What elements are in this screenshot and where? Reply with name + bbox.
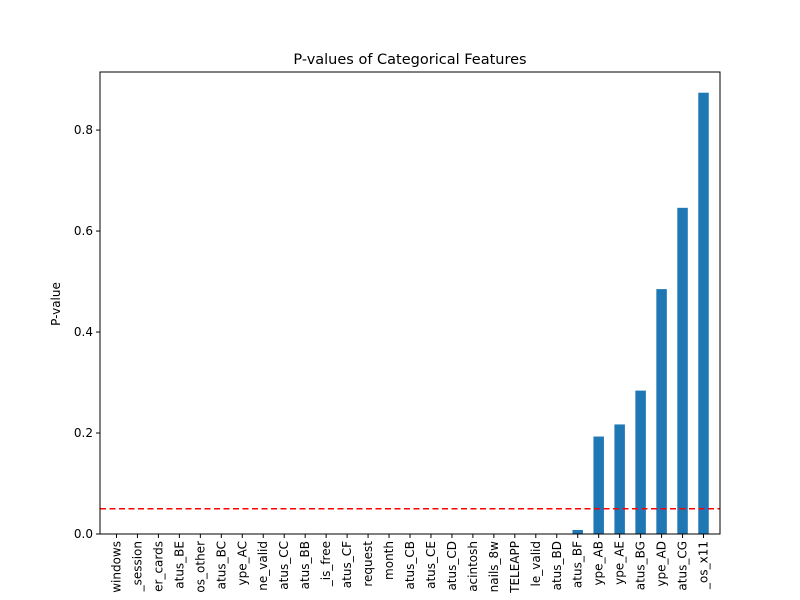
x-tick-label: atus_CE — [424, 541, 438, 589]
x-tick-label: ype_AC — [235, 541, 249, 585]
x-tick-label: le_valid — [529, 541, 543, 586]
x-tick-label: ne_valid — [256, 541, 270, 591]
x-tick-label: atus_CG — [676, 541, 690, 591]
bar — [656, 289, 667, 534]
bar — [593, 436, 604, 534]
y-axis-label: P-value — [49, 282, 63, 326]
plot-frame — [99, 71, 721, 535]
bar — [635, 390, 646, 534]
x-tick-label: atus_BF — [571, 541, 585, 588]
bar — [614, 424, 625, 534]
x-tick-label: atus_BD — [550, 541, 564, 590]
bar — [698, 92, 709, 535]
y-tick-label: 0.0 — [74, 527, 93, 541]
bars-group — [572, 92, 709, 535]
x-tick-label: _os_x11 — [697, 541, 711, 590]
bar — [572, 529, 583, 534]
x-tick-label: TELEAPP — [508, 541, 522, 594]
x-tick-label: _is_free — [319, 541, 333, 587]
x-tick-label: ype_AE — [613, 541, 627, 585]
y-axis: 0.0 0.2 0.4 0.6 0.8 — [74, 123, 100, 541]
y-tick-label: 0.6 — [74, 224, 93, 238]
x-tick-label: atus_BB — [298, 541, 312, 589]
y-tick-label: 0.4 — [74, 325, 93, 339]
x-tick-label: atus_CC — [277, 541, 291, 590]
x-tick-label: atus_BC — [214, 541, 228, 589]
x-tick-label: nails_8w — [487, 541, 501, 593]
y-tick-label: 0.8 — [74, 123, 93, 137]
x-tick-label: er_cards — [151, 541, 165, 592]
x-tick-label: ype_AB — [592, 541, 606, 586]
x-tick-label: atus_BG — [634, 541, 648, 590]
x-tick-label: acintosh — [466, 541, 480, 592]
x-tick-label: ype_AD — [655, 541, 669, 587]
x-tick-label: atus_CF — [340, 541, 354, 588]
x-tick-label: month — [382, 541, 396, 580]
x-tick-label: os_other — [193, 541, 207, 593]
chart-title: P-values of Categorical Features — [293, 52, 526, 68]
x-tick-label: request — [361, 541, 375, 587]
x-tick-label: _session — [130, 541, 144, 592]
x-axis: windows _session er_cards atus_BE os_other at… — [109, 534, 711, 594]
x-tick-label: atus_CB — [403, 541, 417, 590]
x-tick-label: atus_BE — [172, 541, 186, 589]
x-tick-label: windows — [109, 541, 123, 593]
y-tick-label: 0.2 — [74, 426, 93, 440]
x-tick-label: atus_CD — [445, 541, 459, 591]
bar — [677, 207, 688, 535]
